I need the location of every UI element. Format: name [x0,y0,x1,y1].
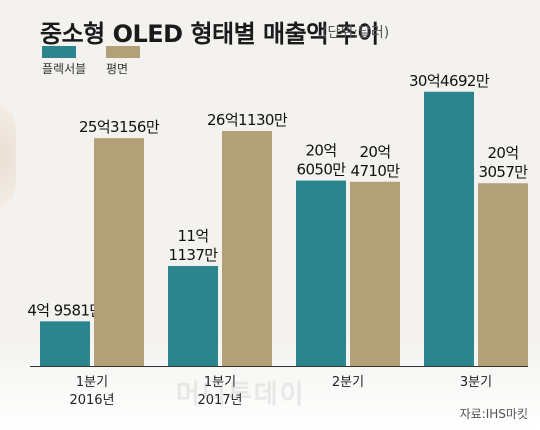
decorative-shape [0,96,16,216]
bar-flexible-2 [296,180,346,366]
x-tick-label-1-1: 2017년 [197,393,242,408]
unit-note: (단위:달러) [322,25,390,41]
bar-flat-1 [222,130,272,366]
data-label-flat-0-0: 25억3156만 [79,118,160,136]
data-label-flexible-1-1: 1137만 [169,246,219,264]
legend: 플렉서블 평면 [36,46,164,77]
bar-flexible-0 [40,321,90,366]
legend-swatch-flexible [42,46,76,58]
data-label-flat-3-0: 20억 [487,144,518,162]
x-tick-label-0-1: 2016년 [69,393,114,408]
data-label-flexible-1-0: 11억 [177,227,208,245]
source-note: 자료:IHS마킷 [459,407,528,421]
bar-flat-0 [94,138,144,366]
bar-flat-3 [478,183,528,366]
chart-title: 중소형 OLED 형태별 매출액 추이 [40,20,379,48]
bar-flat-2 [350,181,400,366]
data-label-flat-2-0: 20억 [359,143,390,161]
legend-swatch-flat [106,46,140,58]
x-tick-label-0-0: 1분기 [76,375,108,390]
data-label-flexible-2-0: 20억 [305,142,336,160]
data-label-flat-1-0: 26억1130만 [207,111,288,129]
bar-flexible-1 [168,265,218,366]
watermark: 머니투데이 [176,380,306,410]
x-tick-label-3-0: 3분기 [460,375,492,390]
data-label-flat-3-1: 3057만 [479,163,529,181]
x-tick-label-2-0: 2분기 [332,375,364,390]
data-label-flexible-0-0: 4억 9581만 [27,301,103,319]
x-tick-label-1-0: 1분기 [204,375,236,390]
data-label-flexible-2-1: 6050만 [297,161,347,179]
data-label-flat-2-1: 4710만 [351,162,401,180]
data-label-flexible-3-0: 30억4692만 [409,72,490,90]
bar-flexible-3 [424,91,474,367]
legend-label-flexible: 플렉서블 [42,62,87,76]
legend-label-flat: 평면 [106,62,129,76]
